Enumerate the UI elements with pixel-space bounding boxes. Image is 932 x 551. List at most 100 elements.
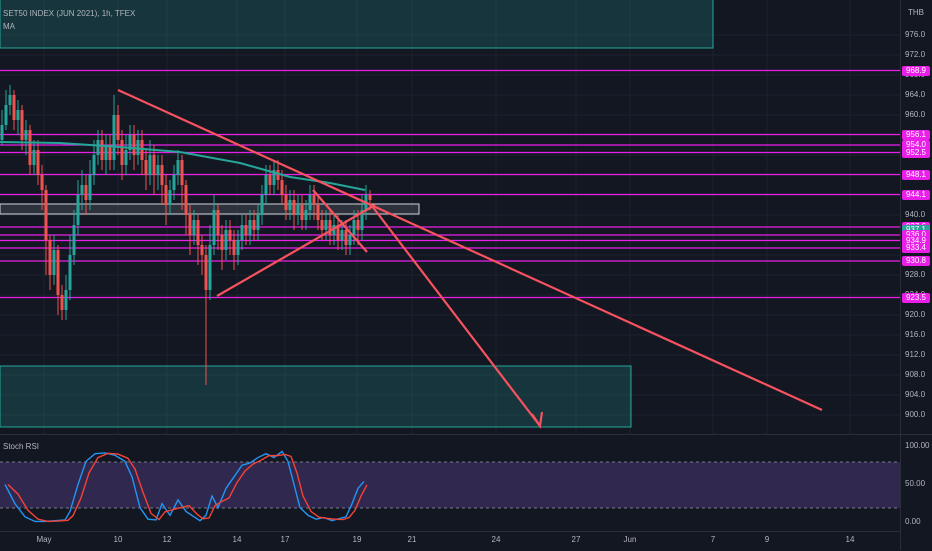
candle-body [176, 160, 180, 175]
candle-body [104, 145, 108, 160]
moving-average-line [0, 141, 366, 191]
ma-indicator-label[interactable]: MA [3, 22, 15, 31]
candle-body [340, 230, 344, 240]
price-level-badge: 937.1 [902, 224, 930, 235]
triangle-upper-line [312, 189, 368, 253]
candle-body [312, 195, 316, 205]
candle-body [28, 130, 32, 165]
candle-body [320, 220, 324, 230]
candle-body [224, 230, 228, 250]
price-tick-label: 908.0 [905, 370, 926, 379]
candle-body [68, 255, 72, 290]
candle-body [316, 205, 320, 220]
price-tick-label: 972.0 [905, 50, 926, 59]
candle-body [292, 200, 296, 215]
price-tick-label: 912.0 [905, 350, 926, 359]
candle-body [72, 225, 76, 255]
candle-body [32, 150, 36, 165]
candle-body [152, 155, 156, 175]
price-level-badge: 944.1 [902, 189, 930, 200]
candle-body [276, 170, 280, 180]
gray-range-box [0, 203, 420, 215]
price-axis[interactable] [900, 0, 932, 550]
symbol-title: SET50 INDEX (JUN 2021), 1h, TFEX [3, 9, 136, 18]
triangle-lower-line [216, 204, 376, 297]
chart-legend[interactable]: SET50 INDEX (JUN 2021), 1h, TFEX MA [3, 7, 135, 33]
candle-body [180, 160, 184, 185]
price-level-badge: 956.1 [902, 129, 930, 140]
candle-body [348, 235, 352, 245]
candle-body [164, 185, 168, 205]
price-level-badge: 952.5 [902, 147, 930, 158]
candle-body [112, 115, 116, 160]
candle-body [208, 245, 212, 290]
candle-body [212, 210, 216, 245]
price-level-badge: 936.0 [902, 230, 930, 240]
candle-body [328, 220, 332, 235]
date-tick-label: 21 [407, 535, 417, 544]
projection-arrow-line [371, 205, 541, 427]
pane-separator[interactable] [0, 434, 932, 435]
candle-body [124, 150, 128, 165]
price-level-badge: 930.8 [902, 256, 930, 266]
date-tick-label: May [36, 535, 52, 544]
stoch-rsi-band [0, 462, 900, 508]
candle-body [308, 195, 312, 210]
rsi-tick-label: 0.00 [905, 517, 921, 526]
candle-body [240, 225, 244, 240]
date-tick-label: 27 [571, 535, 581, 544]
support-zone [0, 365, 632, 428]
candle-body [188, 215, 192, 235]
candle-body [336, 225, 340, 240]
candle-body [116, 115, 120, 140]
candle-body [360, 210, 364, 230]
price-tick-label: 904.0 [905, 390, 926, 399]
candle-body [200, 245, 204, 255]
candle-body [140, 140, 144, 160]
candle-body [16, 110, 20, 120]
candle-body [24, 130, 28, 140]
candle-body [172, 175, 176, 190]
stoch-rsi-label[interactable]: Stoch RSI [3, 442, 40, 451]
price-tick-label: 960.0 [905, 110, 926, 119]
candle-body [332, 225, 336, 235]
date-tick-label: 19 [352, 535, 362, 544]
candle-body [120, 140, 124, 165]
date-tick-label: 14 [232, 535, 242, 544]
candle-body [108, 145, 112, 160]
candle-body [216, 210, 220, 235]
date-tick-label: 14 [845, 535, 855, 544]
candle-body [100, 140, 104, 160]
stoch-rsi-pane[interactable] [0, 435, 900, 531]
price-tick-label: 900.0 [905, 410, 926, 419]
candle-body [144, 160, 148, 175]
price-tick-label: 964.0 [905, 90, 926, 99]
candle-body [36, 150, 40, 175]
date-tick-label: Jun [623, 535, 637, 544]
date-tick-label: 24 [491, 535, 501, 544]
candle-body [192, 220, 196, 235]
candle-body [132, 135, 136, 155]
candle-body [56, 250, 60, 295]
date-tick-label: 17 [280, 535, 290, 544]
candle-body [344, 230, 348, 245]
price-level-badge: 968.9 [902, 65, 930, 76]
price-tick-label: 928.0 [905, 270, 926, 279]
candle-body [296, 205, 300, 215]
price-level-badge: 923.5 [902, 292, 930, 303]
candle-body [284, 195, 288, 210]
candle-body [76, 195, 80, 225]
candle-body [252, 220, 256, 230]
candle-body [220, 235, 224, 250]
candle-body [368, 195, 372, 200]
candle-body [92, 155, 96, 175]
price-level-badge: 933.4 [902, 243, 930, 253]
candle-body [184, 185, 188, 215]
date-axis[interactable] [0, 531, 900, 551]
main-price-chart[interactable] [0, 0, 900, 434]
candle-body [84, 185, 88, 200]
price-tick-label: 940.0 [905, 210, 926, 219]
candle-body [8, 95, 12, 105]
currency-label: THB [908, 8, 924, 17]
candle-body [40, 175, 44, 190]
